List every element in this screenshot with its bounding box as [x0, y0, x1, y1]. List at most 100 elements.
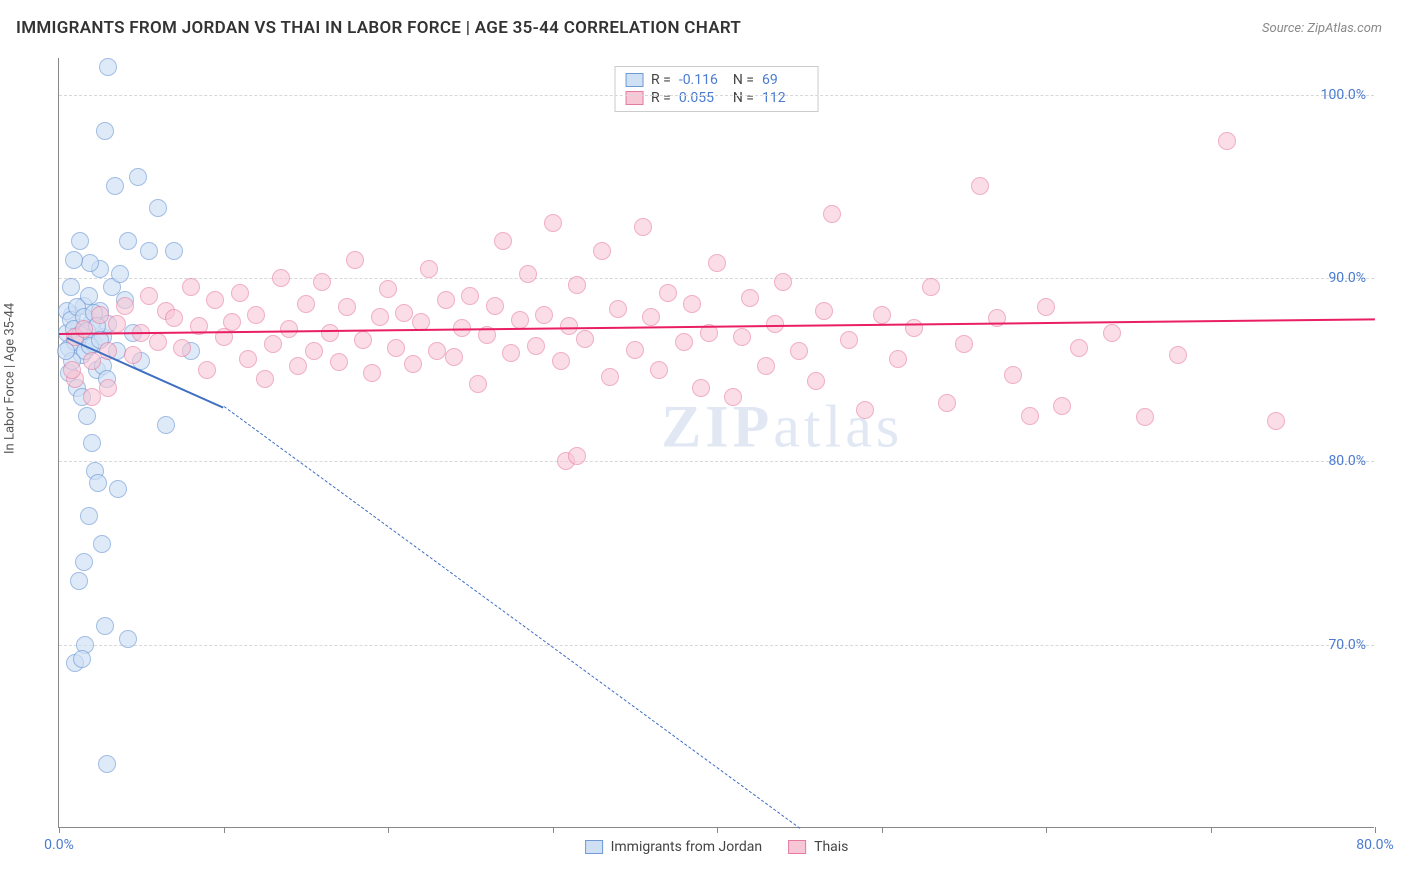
data-point	[535, 306, 553, 324]
legend-swatch	[625, 91, 643, 105]
data-point	[289, 357, 307, 375]
data-point	[568, 447, 586, 465]
stat-n-label: N =	[733, 72, 754, 88]
y-tick-label: 70.0%	[1328, 637, 1366, 653]
data-point	[873, 306, 891, 324]
data-point	[461, 287, 479, 305]
data-point	[247, 306, 265, 324]
data-point	[938, 394, 956, 412]
data-point	[256, 370, 274, 388]
data-point	[65, 251, 83, 269]
data-point	[371, 308, 389, 326]
data-point	[395, 304, 413, 322]
series-legend-label: Thais	[814, 839, 848, 855]
data-point	[62, 278, 80, 296]
data-point	[1004, 366, 1022, 384]
data-point	[724, 388, 742, 406]
stat-r-label: R =	[651, 90, 671, 106]
data-point	[955, 335, 973, 353]
data-point	[363, 364, 381, 382]
data-point	[420, 260, 438, 278]
data-point	[741, 289, 759, 307]
stat-n-label: N =	[733, 90, 754, 106]
series-legend-item: Immigrants from Jordan	[585, 839, 763, 855]
data-point	[63, 361, 81, 379]
gridline	[59, 461, 1374, 462]
x-tick-mark	[882, 827, 883, 833]
data-point	[428, 342, 446, 360]
data-point	[149, 199, 167, 217]
plot-area: ZIPatlas R =-0.116N =69R =0.055N =112 Im…	[58, 58, 1374, 828]
data-point	[75, 320, 93, 338]
data-point	[437, 291, 455, 309]
data-point	[922, 278, 940, 296]
data-point	[486, 297, 504, 315]
data-point	[544, 214, 562, 232]
data-point	[757, 357, 775, 375]
series-legend: Immigrants from Jordan Thais	[585, 839, 849, 855]
stats-legend-row: R = 0.055 N = 112	[625, 89, 808, 107]
stat-r-value: 0.055	[679, 90, 725, 106]
stat-n-value: 69	[762, 72, 808, 88]
data-point	[83, 434, 101, 452]
data-point	[313, 273, 331, 291]
legend-swatch	[788, 840, 806, 854]
data-point	[129, 168, 147, 186]
data-point	[494, 232, 512, 250]
trend-line-extrapolated	[223, 406, 799, 828]
data-point	[1218, 132, 1236, 150]
stats-legend: R =-0.116N =69R =0.055N =112	[614, 66, 819, 112]
data-point	[971, 177, 989, 195]
data-point	[297, 295, 315, 313]
x-tick-mark	[1046, 827, 1047, 833]
x-tick-mark	[59, 827, 60, 833]
data-point	[78, 407, 96, 425]
data-point	[231, 284, 249, 302]
data-point	[89, 474, 107, 492]
data-point	[149, 333, 167, 351]
data-point	[601, 368, 619, 386]
data-point	[119, 232, 137, 250]
data-point	[330, 353, 348, 371]
data-point	[93, 535, 111, 553]
x-tick-mark	[224, 827, 225, 833]
data-point	[280, 320, 298, 338]
y-axis-label: In Labor Force | Age 35-44	[3, 303, 18, 454]
x-tick-label: 80.0%	[1356, 837, 1394, 853]
y-tick-label: 90.0%	[1328, 270, 1366, 286]
data-point	[198, 361, 216, 379]
data-point	[80, 507, 98, 525]
data-point	[1103, 324, 1121, 342]
data-point	[182, 278, 200, 296]
data-point	[856, 401, 874, 419]
data-point	[511, 311, 529, 329]
data-point	[445, 348, 463, 366]
data-point	[140, 242, 158, 260]
data-point	[840, 331, 858, 349]
gridline	[59, 645, 1374, 646]
data-point	[223, 313, 241, 331]
data-point	[157, 416, 175, 434]
series-legend-item: Thais	[788, 839, 848, 855]
data-point	[98, 755, 116, 773]
data-point	[1053, 397, 1071, 415]
data-point	[815, 302, 833, 320]
legend-swatch	[625, 73, 643, 87]
data-point	[675, 333, 693, 351]
data-point	[387, 339, 405, 357]
data-point	[83, 388, 101, 406]
stats-legend-row: R =-0.116N =69	[625, 71, 808, 89]
data-point	[264, 335, 282, 353]
data-point	[905, 319, 923, 337]
data-point	[109, 480, 127, 498]
data-point	[683, 295, 701, 313]
data-point	[404, 355, 422, 373]
chart-title: IMMIGRANTS FROM JORDAN VS THAI IN LABOR …	[16, 18, 741, 38]
data-point	[272, 269, 290, 287]
stat-n-value: 112	[762, 90, 808, 106]
data-point	[889, 350, 907, 368]
x-tick-mark	[1211, 827, 1212, 833]
data-point	[206, 291, 224, 309]
data-point	[469, 375, 487, 393]
data-point	[733, 328, 751, 346]
